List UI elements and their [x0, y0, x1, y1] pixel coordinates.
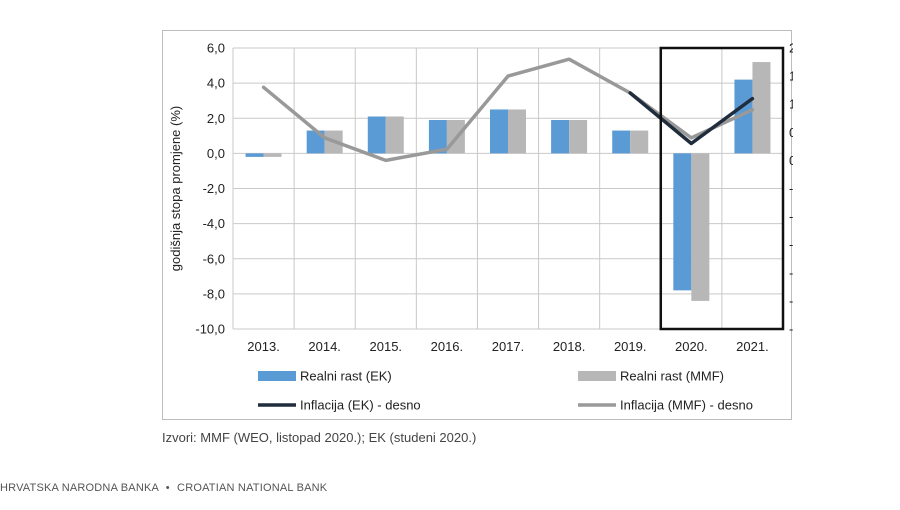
legend-label: Realni rast (EK) [300, 369, 392, 384]
x-tick-label: 2013. [247, 339, 280, 354]
y-left-tick-label: -4,0 [203, 216, 225, 231]
y-right-tick-label: 1,0 [789, 97, 793, 112]
x-tick-label: 2014. [308, 339, 341, 354]
bar-ek [673, 153, 692, 291]
bar-mmf [630, 130, 649, 154]
highlight-box [659, 46, 785, 331]
y-right-tick-label: -1,5 [789, 237, 793, 252]
legend-swatch [578, 371, 616, 381]
legend-label: Realni rast (MMF) [620, 369, 724, 384]
footer: HRVATSKA NARODNA BANKA • CROATIAN NATION… [0, 482, 327, 494]
legend-swatch [258, 371, 296, 381]
y-right-tick-label: -1,0 [789, 209, 793, 224]
bar-ek [734, 79, 753, 154]
y-left-tick-label: -10,0 [195, 322, 225, 337]
legend-label: Inflacija (EK) - desno [300, 398, 421, 413]
y-right-tick-label: 0,5 [789, 125, 793, 140]
footer-separator: • [165, 482, 170, 494]
bar-ek [551, 120, 570, 154]
y-right-tick-label: -0,5 [789, 181, 793, 196]
chart-frame: 6,0 4,0 2,0 0,0 -2,0 -4,0 -6,0 -8,0 -10,0 2,0 1,5 1… [162, 30, 793, 420]
y-left-tick-label: -6,0 [203, 251, 225, 266]
y-right-tick-label: -3,0 [789, 322, 793, 337]
y-right-tick-label: -2,0 [789, 265, 793, 280]
legend-label: Inflacija (MMF) - desno [620, 398, 753, 413]
bar-mmf [263, 153, 282, 157]
x-tick-label: 2015. [370, 339, 403, 354]
y-left-tick-label: 4,0 [207, 76, 225, 91]
bar-ek [367, 116, 386, 154]
bar-ek [490, 109, 508, 154]
y-left-tick-label: 0,0 [207, 146, 225, 161]
bar-ek [612, 130, 631, 154]
y-right-tick-label: -2,5 [789, 293, 793, 308]
x-tick-label: 2016. [431, 339, 464, 354]
line-inflacija-ek [628, 91, 755, 146]
x-tick-label: 2021. [736, 339, 769, 354]
x-tick-label: 2017. [492, 339, 525, 354]
bar-mmf [508, 109, 526, 154]
bar-ek [245, 153, 264, 157]
y-left-tick-label: 2,0 [207, 111, 225, 126]
x-tick-label: 2020. [675, 339, 708, 354]
bar-mmf [752, 62, 771, 154]
bar-ek [428, 120, 447, 154]
y-left-axis-title: godišnja stopa promjene (%) [168, 106, 183, 271]
y-left-tick-label: 6,0 [207, 41, 225, 56]
y-left-tick-label: -2,0 [203, 181, 225, 196]
x-tick-label: 2018. [553, 339, 586, 354]
bar-mmf [569, 120, 588, 154]
footer-right: CROATIAN NATIONAL BANK [177, 482, 328, 494]
y-left-tick-label: -8,0 [203, 286, 225, 301]
y-right-tick-label: 2,0 [789, 41, 793, 56]
footer-left: HRVATSKA NARODNA BANKA [0, 482, 159, 494]
line-inflacija-mmf [261, 57, 755, 163]
bar-mmf [691, 153, 710, 301]
bar-mmf [385, 116, 404, 154]
source-note: Izvori: MMF (WEO, listopad 2020.); EK (s… [162, 430, 477, 445]
x-tick-label: 2019. [614, 339, 647, 354]
chart: 6,0 4,0 2,0 0,0 -2,0 -4,0 -6,0 -8,0 -10,0 2,0 1,5 1… [168, 41, 793, 413]
y-right-tick-label: 1,5 [789, 69, 793, 84]
y-right-tick-label: 0,0 [789, 153, 793, 168]
